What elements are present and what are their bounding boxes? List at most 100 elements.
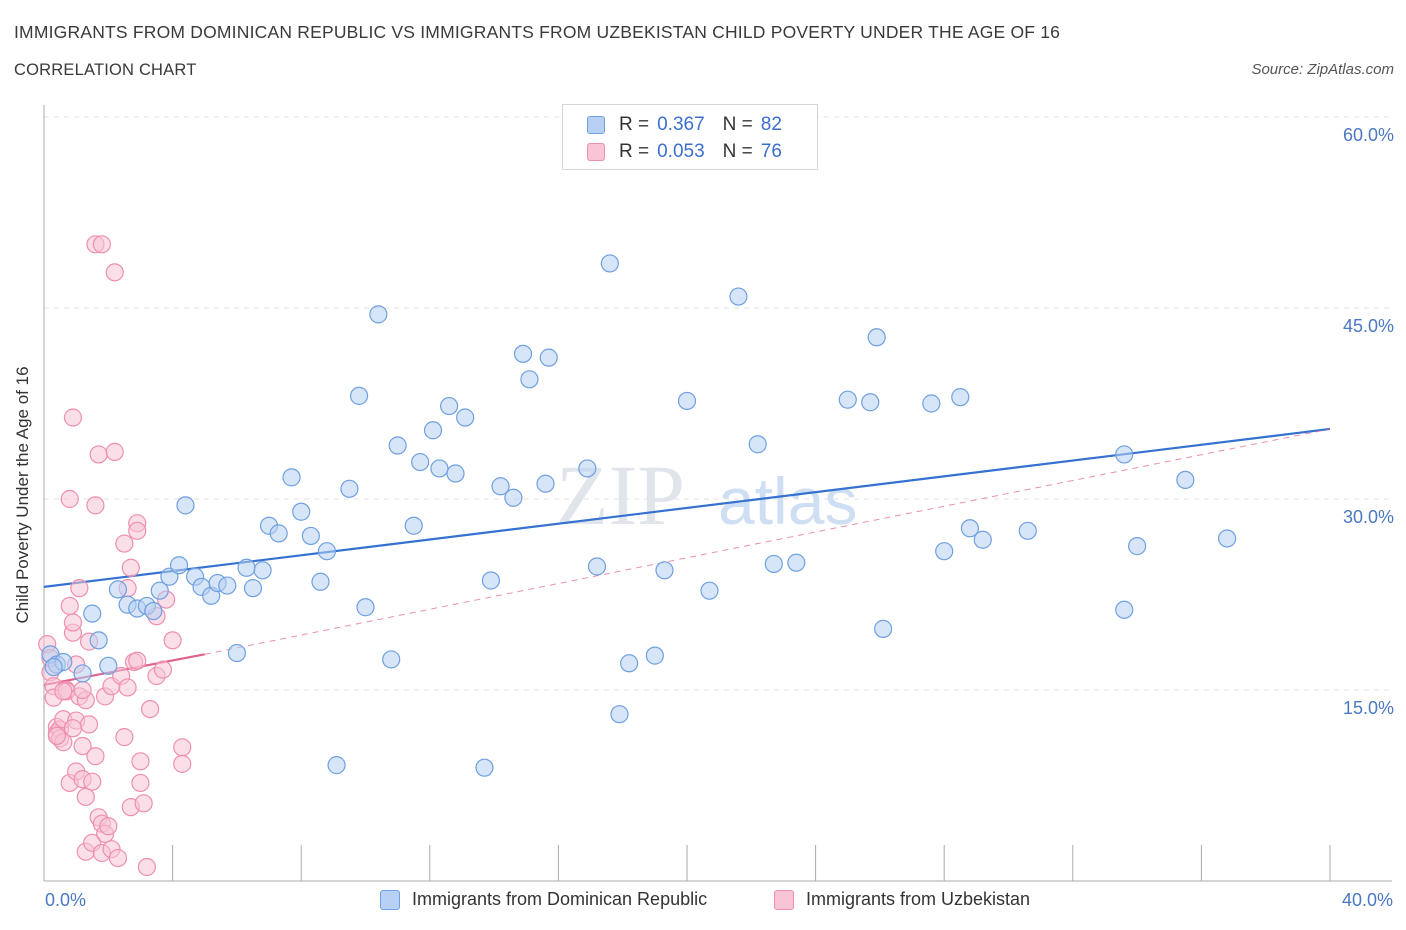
point-uzbekistan xyxy=(63,719,83,738)
series-legend: Immigrants from Dominican Republic Immig… xyxy=(0,889,1406,915)
n-value: 82 xyxy=(760,114,782,135)
point-dominican xyxy=(513,344,533,363)
legend-label: Immigrants from Uzbekistan xyxy=(806,889,1031,909)
x-tick-label-max: 40.0% xyxy=(1341,890,1393,910)
point-dominican xyxy=(520,370,539,389)
point-uzbekistan xyxy=(173,754,192,773)
point-uzbekistan xyxy=(108,848,128,868)
n-label: N = xyxy=(722,141,753,162)
point-dominican xyxy=(292,502,311,521)
point-dominican xyxy=(677,391,697,411)
point-dominican xyxy=(1115,600,1134,619)
point-dominican xyxy=(951,388,970,407)
point-dominican xyxy=(388,436,407,455)
point-uzbekistan xyxy=(73,736,92,756)
point-dominican xyxy=(237,558,256,577)
point-dominican xyxy=(960,519,980,538)
point-uzbekistan xyxy=(86,747,105,766)
point-uzbekistan xyxy=(70,579,89,598)
r-label: R = xyxy=(619,141,650,162)
blue-swatch xyxy=(380,889,400,910)
axes xyxy=(43,105,1392,882)
point-dominican xyxy=(861,393,880,412)
n-value: 76 xyxy=(760,141,782,162)
point-dominican xyxy=(1115,445,1134,464)
point-uzbekistan xyxy=(83,772,102,791)
point-dominican xyxy=(430,459,449,478)
point-dominican xyxy=(1018,521,1037,540)
point-uzbekistan xyxy=(137,857,156,877)
point-dominican xyxy=(99,656,118,675)
point-dominican xyxy=(536,474,555,493)
point-dominican xyxy=(787,553,806,572)
point-dominican xyxy=(176,496,195,515)
point-uzbekistan xyxy=(153,660,173,679)
point-uzbekistan xyxy=(173,738,192,757)
data-points xyxy=(38,235,1237,877)
point-dominican xyxy=(729,287,748,306)
point-uzbekistan xyxy=(60,489,79,509)
legend-row-dominican: R = 0.367 N = 82 xyxy=(587,113,782,137)
point-dominican xyxy=(169,556,189,575)
y-tick-label: 45.0% xyxy=(1342,316,1394,336)
point-dominican xyxy=(382,650,401,669)
point-dominican xyxy=(456,408,475,427)
point-dominican xyxy=(600,254,619,273)
r-label: R = xyxy=(619,114,650,135)
point-uzbekistan xyxy=(140,699,160,719)
point-uzbekistan xyxy=(76,787,95,807)
point-dominican xyxy=(356,598,375,617)
n-label: N = xyxy=(722,114,753,135)
point-dominican xyxy=(446,464,465,483)
point-dominican xyxy=(411,452,430,472)
y-axis-label: Child Poverty Under the Age of 16 xyxy=(13,366,32,624)
chart-subtitle: CORRELATION CHART xyxy=(14,61,197,79)
point-uzbekistan xyxy=(115,534,134,553)
point-dominican xyxy=(874,619,893,638)
point-dominican xyxy=(481,571,500,590)
point-uzbekistan xyxy=(73,680,92,700)
point-uzbekistan xyxy=(105,263,124,282)
point-dominican xyxy=(83,604,102,623)
point-dominican xyxy=(253,561,272,580)
point-uzbekistan xyxy=(63,408,83,427)
point-dominican xyxy=(973,530,992,549)
point-dominican xyxy=(423,421,443,440)
grid-lines xyxy=(44,116,1390,691)
point-dominican xyxy=(282,468,301,487)
point-dominican xyxy=(1218,529,1237,548)
r-value: 0.367 xyxy=(657,114,705,135)
legend-item-dominican: Immigrants from Dominican Republic xyxy=(380,889,707,910)
point-dominican xyxy=(922,394,941,413)
point-dominican xyxy=(218,576,237,595)
point-dominican xyxy=(587,557,607,576)
point-dominican xyxy=(243,579,263,598)
point-dominican xyxy=(764,554,783,574)
point-dominican xyxy=(578,459,597,478)
point-dominican xyxy=(1127,537,1147,556)
point-dominican xyxy=(404,516,423,535)
point-dominican xyxy=(1176,470,1195,489)
point-dominican xyxy=(269,524,288,543)
legend-label: Immigrants from Dominican Republic xyxy=(412,889,708,909)
point-uzbekistan xyxy=(163,631,182,650)
point-dominican xyxy=(439,396,459,416)
point-uzbekistan xyxy=(128,651,147,670)
point-dominican xyxy=(227,643,246,663)
point-dominican xyxy=(44,657,63,677)
point-dominican xyxy=(935,542,954,561)
point-dominican xyxy=(369,305,388,324)
watermark: ZIP atlas xyxy=(556,447,857,543)
point-dominican xyxy=(301,526,320,546)
r-value: 0.053 xyxy=(657,141,705,162)
legend-item-uzbekistan: Immigrants from Uzbekistan xyxy=(774,889,1030,910)
watermark-zip: ZIP xyxy=(556,447,685,543)
y-tick-label: 15.0% xyxy=(1342,698,1394,718)
point-dominican xyxy=(327,756,346,775)
point-uzbekistan xyxy=(54,682,73,701)
point-dominican xyxy=(655,561,674,580)
point-dominican xyxy=(491,477,510,496)
point-dominican xyxy=(73,664,92,683)
point-dominican xyxy=(89,631,108,650)
